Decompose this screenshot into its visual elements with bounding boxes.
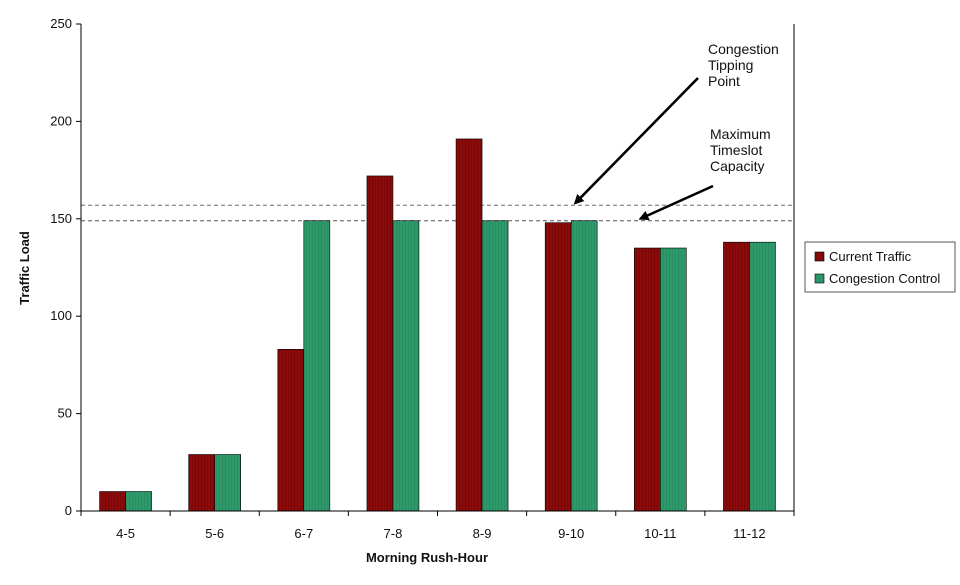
x-tick-label: 9-10 xyxy=(558,526,584,541)
x-tick-label: 10-11 xyxy=(644,526,676,541)
bar-congestion-control-5-6 xyxy=(214,454,241,512)
x-tick-label: 7-8 xyxy=(384,526,403,541)
bar-current-traffic-6-7 xyxy=(277,349,305,512)
legend: Current Traffic Congestion Control xyxy=(804,241,956,293)
legend-label-current-traffic: Current Traffic xyxy=(829,249,912,264)
annotations: Congestion Tipping Point Maximum Timeslot Cap… xyxy=(573,41,779,221)
bar-current-traffic-11-12 xyxy=(723,241,750,512)
bar-congestion-control-11-12 xyxy=(749,241,776,512)
bar-congestion-control-4-5 xyxy=(125,491,152,512)
bar-congestion-control-6-7 xyxy=(303,220,331,512)
x-tick-label: 5-6 xyxy=(205,526,224,541)
bar-current-traffic-9-10 xyxy=(544,222,572,512)
y-tick-label: 150 xyxy=(50,211,72,226)
legend-swatch-current-traffic xyxy=(814,251,825,262)
annotation-line: Capacity xyxy=(710,158,764,174)
bar-current-traffic-5-6 xyxy=(188,454,215,512)
x-tick-label: 4-5 xyxy=(116,526,135,541)
bar-congestion-control-8-9 xyxy=(481,220,509,512)
y-tick-label: 200 xyxy=(50,113,72,128)
legend-label-congestion-control: Congestion Control xyxy=(829,271,940,286)
annotation-line: Timeslot xyxy=(710,142,762,158)
x-tick-label: 11-12 xyxy=(733,526,765,541)
y-tick-labels: 0 50 100 150 200 250 xyxy=(50,16,72,518)
annotation-line: Congestion xyxy=(708,41,779,57)
legend-box xyxy=(804,241,956,293)
y-tick-label: 0 xyxy=(65,503,72,518)
annotation-label: Congestion Tipping Point xyxy=(708,41,779,89)
y-axis-title: Traffic Load xyxy=(17,231,32,305)
bar-congestion-control-10-11 xyxy=(660,247,687,512)
reference-lines xyxy=(81,204,794,222)
x-tick-label: 6-7 xyxy=(294,526,313,541)
annotation-line: Maximum xyxy=(710,126,771,142)
bar-congestion-control-7-8 xyxy=(392,220,420,512)
bar-current-traffic-7-8 xyxy=(366,175,394,512)
axes xyxy=(76,23,795,516)
bars-group xyxy=(99,138,776,512)
annotation-arrow xyxy=(573,77,699,205)
bar-current-traffic-4-5 xyxy=(99,491,126,512)
annotation-line: Tipping xyxy=(708,57,753,73)
annotation-label: Maximum Timeslot Capacity xyxy=(710,126,771,174)
legend-swatch-congestion-control xyxy=(814,273,825,284)
bar-current-traffic-8-9 xyxy=(455,138,483,512)
x-tick-labels: 4-5 5-6 6-7 7-8 8-9 9-10 10-11 11-12 xyxy=(116,526,765,541)
y-tick-label: 100 xyxy=(50,308,72,323)
bar-congestion-control-9-10 xyxy=(570,220,598,512)
y-tick-label: 250 xyxy=(50,16,72,31)
x-axis-title: Morning Rush-Hour xyxy=(366,550,488,565)
annotation-arrow xyxy=(638,184,714,221)
bar-current-traffic-10-11 xyxy=(634,247,661,512)
y-tick-label: 50 xyxy=(58,406,72,421)
x-tick-label: 8-9 xyxy=(473,526,492,541)
annotation-line: Point xyxy=(708,73,740,89)
